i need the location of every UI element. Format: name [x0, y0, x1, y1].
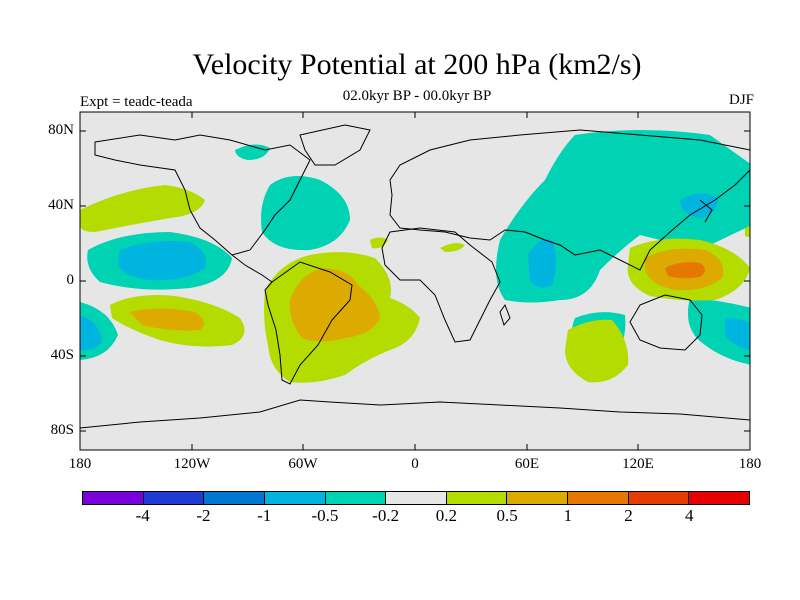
australia-outline	[629, 294, 703, 351]
pos-region-africa-north	[440, 243, 465, 252]
colorbar-label: -0.5	[311, 506, 339, 525]
colorbar-segment	[386, 492, 447, 504]
strong-neg-sw-pacific	[80, 315, 102, 351]
lat-tick-80s: 80S	[50, 422, 74, 438]
lat-tick-40n: 40N	[48, 197, 74, 213]
pos-region-north-atlantic	[370, 237, 388, 249]
neg-region-asia-indian	[496, 130, 750, 303]
japan-outline	[699, 199, 713, 223]
coastlines	[80, 124, 750, 429]
colorbar-label: -2	[196, 506, 211, 525]
neg-region-australia-east	[687, 298, 750, 365]
central-america-outline	[231, 254, 273, 283]
lat-tick-0: 0	[66, 272, 75, 288]
colorbar-segment	[689, 492, 750, 504]
tick-marks	[80, 112, 750, 450]
colorbar-label: 0.5	[496, 506, 518, 525]
lon-tick-120e: 120E	[622, 456, 654, 472]
colorbar-segment	[264, 492, 326, 504]
pos-region-east-edge	[745, 225, 750, 238]
colorbar-segment	[568, 492, 629, 504]
colorbar-label: -0.2	[372, 506, 400, 525]
neg-region-arctic-mid	[235, 144, 270, 160]
colorbar-label: -4	[135, 506, 150, 525]
africa-outline	[381, 227, 501, 343]
madagascar-outline	[499, 303, 511, 327]
chart-subtitle: 02.0kyr BP - 00.0kyr BP	[342, 88, 492, 104]
shading-layer	[80, 124, 750, 429]
strong-pos-maritime	[665, 262, 705, 279]
mod-pos-south-america	[289, 268, 380, 342]
eurasia-outline	[389, 129, 750, 271]
experiment-label: Expt = teadc-teada	[80, 94, 193, 110]
neg-region-north-atlantic	[261, 176, 350, 251]
colorbar-label: 4	[685, 506, 694, 525]
greenland-outline	[299, 124, 371, 166]
colorbar-label: -1	[257, 506, 272, 525]
season-label: DJF	[728, 92, 754, 108]
colorbar-segment	[446, 492, 508, 504]
lon-tick-60e: 60E	[514, 456, 540, 472]
lat-tick-80n: 80N	[48, 122, 74, 138]
lon-tick-0: 0	[411, 456, 419, 472]
colorbar-label: 1	[563, 506, 573, 525]
mod-pos-south-pacific	[130, 308, 204, 331]
pos-region-south-indian	[565, 319, 629, 383]
lon-tick-60w: 60W	[288, 456, 318, 472]
strong-neg-japan	[680, 193, 718, 218]
pos-region-north-pacific	[80, 185, 205, 232]
colorbar-label: 2	[624, 506, 633, 525]
colorbar-segment	[143, 492, 205, 504]
north-america-outline	[94, 134, 311, 256]
lat-tick-40s: 40S	[50, 347, 74, 363]
strong-neg-australia-east	[725, 318, 750, 350]
colorbar-segment	[325, 492, 387, 504]
lon-tick-180w: 180	[68, 456, 92, 472]
strong-neg-east-pacific	[118, 241, 206, 281]
colorbar-segment	[507, 492, 569, 504]
lon-tick-180e: 180	[738, 456, 762, 472]
colorbar	[82, 491, 750, 505]
south-america-outline	[264, 261, 353, 385]
strong-neg-arabia	[528, 239, 556, 288]
colorbar-label: 0.2	[435, 506, 457, 525]
colorbar-segment	[83, 492, 144, 504]
lon-tick-120w: 120W	[173, 456, 211, 472]
antarctica-outline	[80, 399, 750, 429]
colorbar-segment	[628, 492, 690, 504]
chart-title: Velocity Potential at 200 hPa (km2/s)	[192, 48, 642, 81]
colorbar-segment	[204, 492, 265, 504]
